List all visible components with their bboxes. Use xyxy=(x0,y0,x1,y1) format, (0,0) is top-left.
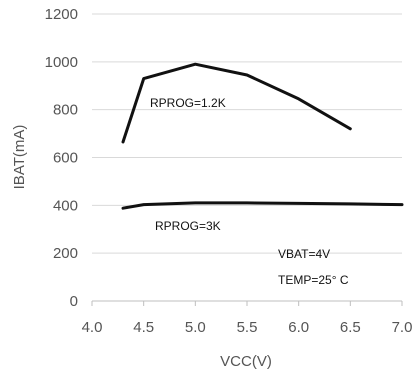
y-tick-label: 600 xyxy=(53,150,78,167)
grid-lines xyxy=(92,13,402,254)
series-lines xyxy=(121,62,404,210)
x-tick-label: 6.0 xyxy=(288,319,309,336)
y-tick-labels: 0 200 400 600 800 1000 1200 xyxy=(45,6,78,310)
y-tick-label: 0 xyxy=(70,293,78,310)
axes xyxy=(91,300,403,306)
x-tick-label: 4.0 xyxy=(82,319,103,336)
series-line-0 xyxy=(121,62,352,144)
x-tick-labels: 4.0 4.5 5.0 5.5 6.0 6.5 7.0 xyxy=(82,319,413,336)
series-label-rprog-1-2k: RPROG=1.2K xyxy=(150,96,226,110)
x-tick-label: 5.0 xyxy=(185,319,206,336)
annotation-vbat: VBAT=4V xyxy=(278,247,330,261)
x-axis-label: VCC(V) xyxy=(220,353,272,370)
x-tick-label: 7.0 xyxy=(392,319,413,336)
x-tick-label: 4.5 xyxy=(133,319,154,336)
series-label-rprog-3k: RPROG=3K xyxy=(155,219,221,233)
y-tick-label: 1000 xyxy=(45,54,78,71)
annotation-temp: TEMP=25° C xyxy=(278,273,349,287)
y-tick-label: 800 xyxy=(53,102,78,119)
y-axis-label: IBAT(mA) xyxy=(11,125,28,190)
y-tick-label: 200 xyxy=(53,245,78,262)
series-line-1 xyxy=(121,201,404,210)
x-tick-label: 5.5 xyxy=(237,319,258,336)
x-tick-label: 6.5 xyxy=(340,319,361,336)
y-tick-label: 400 xyxy=(53,197,78,214)
y-tick-label: 1200 xyxy=(45,6,78,23)
